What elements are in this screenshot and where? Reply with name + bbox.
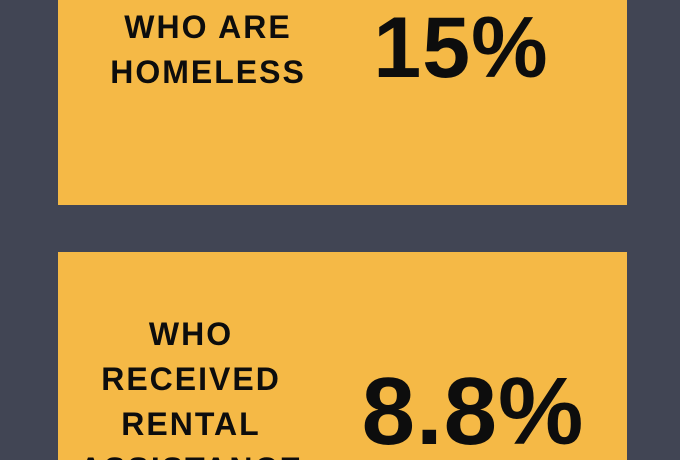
label-line: WHO ARE bbox=[124, 9, 292, 45]
label-line: WHO bbox=[148, 316, 234, 352]
label-line: RECEIVED bbox=[101, 361, 281, 397]
stat-label: WHO ARE HOMELESS bbox=[58, 5, 358, 95]
label-line: ASSISTANCE bbox=[58, 447, 341, 460]
stat-panel: WHO RECEIVED RENTAL ASSISTANCE 8.8% bbox=[58, 252, 627, 460]
label-line: HOMELESS bbox=[110, 54, 306, 90]
stat-value: 15% bbox=[373, 0, 549, 96]
stat-panel: WHO ARE HOMELESS 15% bbox=[58, 0, 627, 205]
stat-label: WHO RECEIVED RENTAL ASSISTANCE bbox=[58, 312, 341, 460]
label-line: RENTAL bbox=[121, 406, 261, 442]
stat-value: 8.8% bbox=[361, 358, 585, 460]
